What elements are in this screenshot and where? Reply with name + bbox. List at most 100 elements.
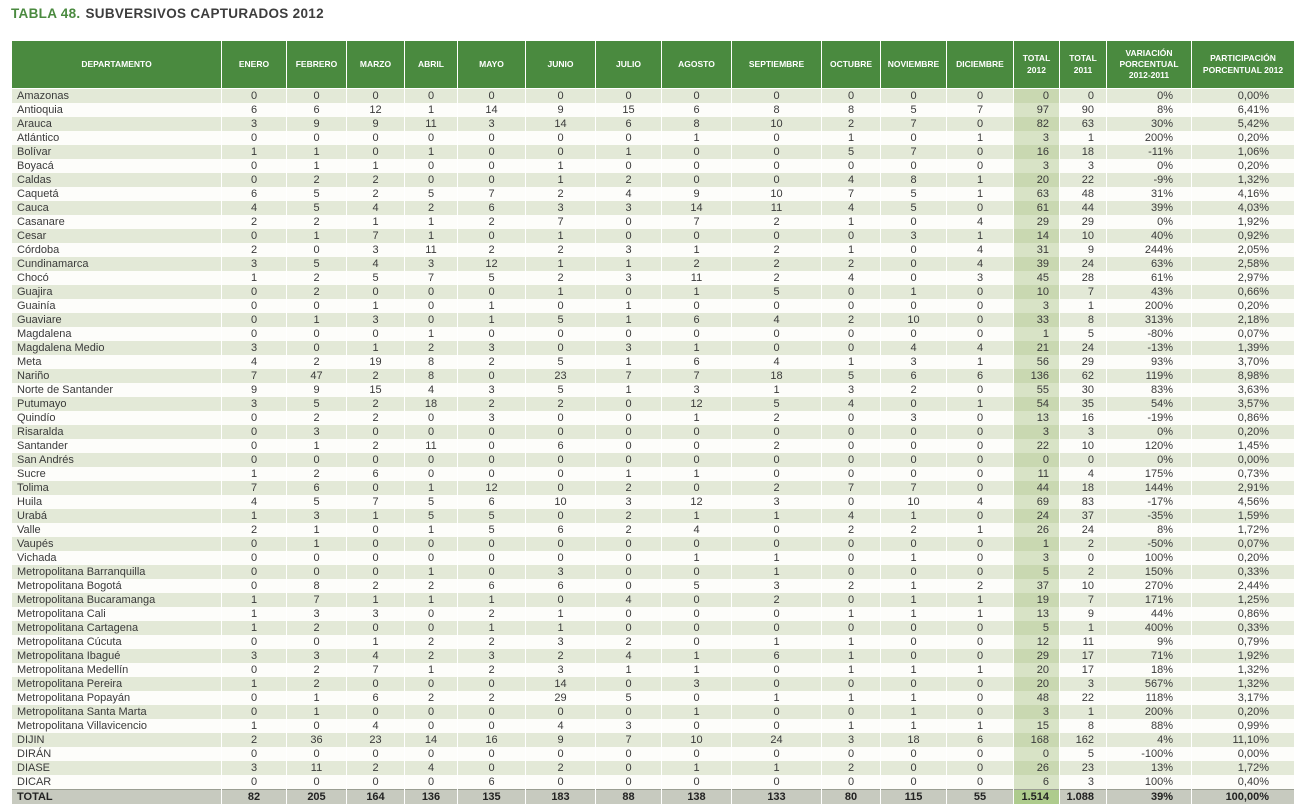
value-cell-septiembre: 0 xyxy=(731,747,822,761)
data-row-guajira: Guajira 0 2 0 0 0 1 0 1 5 0 1 0 10 7 43% 0,66% xyxy=(11,285,1295,299)
value-cell-enero: 3 xyxy=(221,257,287,271)
value-cell-julio: 0 xyxy=(595,411,662,425)
value-cell-julio: 3 xyxy=(595,495,662,509)
value-cell-diciembre: 0 xyxy=(946,761,1014,775)
column-header-departamento: DEPARTAMENTO xyxy=(11,40,222,89)
value-cell-julio: 0 xyxy=(595,215,662,229)
value-cell-total_2011: 3 xyxy=(1059,775,1107,790)
value-cell-octubre: 7 xyxy=(821,481,881,495)
value-cell-marzo: 0 xyxy=(346,327,405,341)
value-cell-junio: 2 xyxy=(525,761,596,775)
value-cell-febrero: 2 xyxy=(286,271,347,285)
value-cell-febrero: 3 xyxy=(286,649,347,663)
total-label-cell: TOTAL xyxy=(11,789,222,804)
value-cell-agosto: 0 xyxy=(661,159,732,173)
value-cell-diciembre: 0 xyxy=(946,551,1014,565)
value-cell-enero: 0 xyxy=(221,159,287,173)
value-cell-octubre: 2 xyxy=(821,523,881,537)
value-cell-total_2012: 45 xyxy=(1013,271,1060,285)
value-cell-septiembre: 0 xyxy=(731,327,822,341)
data-row-metropolitana-c-cuta: Metropolitana Cúcuta 0 0 1 2 2 3 2 0 1 1 0 0 12 11 9% 0,… xyxy=(11,635,1295,649)
value-cell-variacion_porcentual: 9% xyxy=(1106,635,1192,649)
value-cell-participacion_porcentual: 1,25% xyxy=(1191,593,1295,607)
value-cell-diciembre: 6 xyxy=(946,369,1014,383)
value-cell-diciembre: 0 xyxy=(946,88,1014,103)
data-row-caldas: Caldas 0 2 2 0 0 1 2 0 0 4 8 1 20 22 -9% 1,32% xyxy=(11,173,1295,187)
table-number-label: TABLA 48. xyxy=(11,6,81,21)
value-cell-julio: 2 xyxy=(595,509,662,523)
value-cell-septiembre: 5 xyxy=(731,397,822,411)
value-cell-participacion_porcentual: 0,07% xyxy=(1191,537,1295,551)
value-cell-variacion_porcentual: 400% xyxy=(1106,621,1192,635)
value-cell-septiembre: 0 xyxy=(731,159,822,173)
value-cell-enero: 2 xyxy=(221,215,287,229)
value-cell-marzo: 3 xyxy=(346,313,405,327)
value-cell-diciembre: 0 xyxy=(946,677,1014,691)
value-cell-junio: 6 xyxy=(525,579,596,593)
value-cell-mayo: 3 xyxy=(457,117,526,131)
value-cell-total_2012: 82 xyxy=(1013,117,1060,131)
value-cell-mayo: 0 xyxy=(457,131,526,145)
value-cell-mayo: 0 xyxy=(457,719,526,733)
value-cell-junio: 0 xyxy=(525,145,596,159)
value-cell-total_2012: 22 xyxy=(1013,439,1060,453)
value-cell-diciembre: 0 xyxy=(946,747,1014,761)
value-cell-abril: 0 xyxy=(404,607,458,621)
value-cell-participacion_porcentual: 1,39% xyxy=(1191,341,1295,355)
value-cell-marzo: 6 xyxy=(346,691,405,705)
value-cell-octubre: 0 xyxy=(821,467,881,481)
value-cell-marzo: 0 xyxy=(346,705,405,719)
grand-total-row: TOTAL 82 205 164 136 135 183 88 138 133 80 115 55 1.5… xyxy=(11,789,1295,804)
value-cell-enero: 0 xyxy=(221,537,287,551)
value-cell-abril: 0 xyxy=(404,705,458,719)
value-cell-diciembre: 0 xyxy=(946,299,1014,313)
value-cell-enero: 1 xyxy=(221,145,287,159)
value-cell-abril: 1 xyxy=(404,565,458,579)
value-cell-julio: 0 xyxy=(595,327,662,341)
value-cell-variacion_porcentual: 83% xyxy=(1106,383,1192,397)
value-cell-variacion_porcentual: 150% xyxy=(1106,565,1192,579)
value-cell-mayo: 0 xyxy=(457,467,526,481)
value-cell-febrero: 0 xyxy=(286,775,347,790)
value-cell-enero: 0 xyxy=(221,299,287,313)
value-cell-julio: 88 xyxy=(595,789,662,804)
value-cell-diciembre: 55 xyxy=(946,789,1014,804)
department-name-cell: Casanare xyxy=(11,215,222,229)
value-cell-agosto: 0 xyxy=(661,327,732,341)
value-cell-febrero: 5 xyxy=(286,495,347,509)
department-name-cell: Caldas xyxy=(11,173,222,187)
department-name-cell: Guaviare xyxy=(11,313,222,327)
value-cell-mayo: 0 xyxy=(457,327,526,341)
value-cell-septiembre: 0 xyxy=(731,299,822,313)
department-name-cell: Metropolitana Popayán xyxy=(11,691,222,705)
value-cell-junio: 0 xyxy=(525,551,596,565)
value-cell-participacion_porcentual: 0,20% xyxy=(1191,299,1295,313)
value-cell-marzo: 3 xyxy=(346,607,405,621)
value-cell-octubre: 8 xyxy=(821,103,881,117)
value-cell-marzo: 0 xyxy=(346,145,405,159)
value-cell-variacion_porcentual: -17% xyxy=(1106,495,1192,509)
value-cell-enero: 0 xyxy=(221,747,287,761)
value-cell-septiembre: 1 xyxy=(731,551,822,565)
value-cell-febrero: 0 xyxy=(286,243,347,257)
value-cell-mayo: 2 xyxy=(457,355,526,369)
department-name-cell: Metropolitana Cartagena xyxy=(11,621,222,635)
value-cell-marzo: 5 xyxy=(346,271,405,285)
value-cell-variacion_porcentual: -9% xyxy=(1106,173,1192,187)
value-cell-junio: 14 xyxy=(525,677,596,691)
value-cell-agosto: 0 xyxy=(661,299,732,313)
value-cell-octubre: 1 xyxy=(821,663,881,677)
value-cell-octubre: 5 xyxy=(821,145,881,159)
value-cell-abril: 0 xyxy=(404,425,458,439)
value-cell-octubre: 4 xyxy=(821,173,881,187)
data-row-caquet-: Caquetá 6 5 2 5 7 2 4 9 10 7 5 1 63 48 31% 4,16% xyxy=(11,187,1295,201)
value-cell-abril: 0 xyxy=(404,719,458,733)
data-row-guain-a: Guainía 0 0 1 0 1 0 1 0 0 0 0 0 3 1 200% 0,20% xyxy=(11,299,1295,313)
data-row-metropolitana-bucaramanga: Metropolitana Bucaramanga 1 7 1 1 1 0 4 0 2 0 1 1 19 7… xyxy=(11,593,1295,607)
value-cell-enero: 1 xyxy=(221,593,287,607)
value-cell-marzo: 0 xyxy=(346,453,405,467)
value-cell-julio: 0 xyxy=(595,565,662,579)
value-cell-participacion_porcentual: 3,70% xyxy=(1191,355,1295,369)
value-cell-total_2012: 1 xyxy=(1013,537,1060,551)
value-cell-total_2012: 24 xyxy=(1013,509,1060,523)
